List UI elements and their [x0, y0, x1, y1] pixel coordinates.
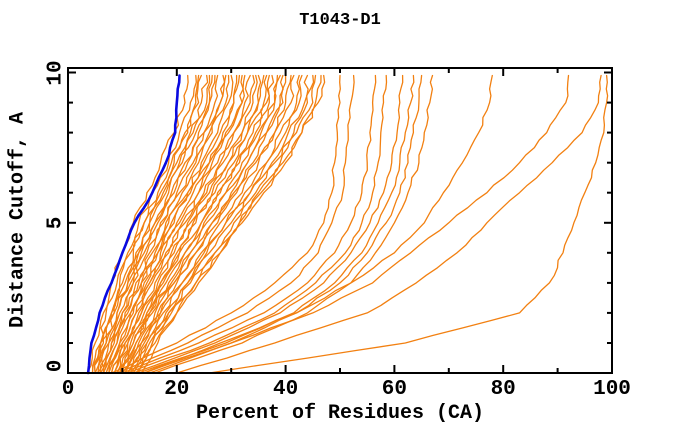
x-tick-label: 80: [490, 378, 516, 401]
model-curve: [97, 74, 226, 374]
model-curve: [127, 74, 295, 374]
model-curve: [102, 74, 238, 374]
axis-ticks: [67, 68, 613, 374]
model-curve: [208, 74, 609, 374]
model-curve: [140, 74, 326, 374]
chart-title: T1043-D1: [299, 11, 381, 30]
model-curves: [86, 74, 609, 374]
x-tick-label: 0: [61, 378, 75, 401]
model-curve: [132, 74, 404, 374]
y-tick-label: 5: [44, 216, 68, 230]
x-tick-label: 20: [164, 378, 190, 401]
model-curve: [132, 74, 309, 374]
model-curve: [138, 74, 415, 374]
model-curve: [119, 74, 275, 374]
y-tick-label: 10: [44, 59, 68, 86]
model-curve: [121, 74, 281, 374]
model-curve: [143, 74, 493, 374]
model-curve: [127, 74, 292, 374]
model-curve: [105, 74, 234, 374]
model-curve: [91, 74, 197, 374]
model-curve: [121, 74, 377, 374]
model-curve: [127, 74, 388, 374]
model-curve: [176, 74, 602, 374]
model-curve: [97, 74, 211, 374]
y-axis-label: Distance Cutoff, A: [6, 111, 30, 329]
x-tick-label: 60: [381, 378, 407, 401]
model-curve: [99, 74, 219, 374]
model-curve: [110, 74, 251, 374]
x-tick-label: 40: [272, 378, 299, 401]
model-curve: [116, 74, 265, 374]
x-axis-label: Percent of Residues (CA): [195, 402, 485, 425]
model-curve: [116, 74, 268, 374]
model-curve: [102, 74, 230, 374]
x-tick-label: 100: [593, 378, 631, 401]
model-curve: [108, 74, 244, 374]
y-tick-label: 0: [44, 359, 68, 373]
model-curve: [138, 74, 322, 374]
model-curve: [113, 74, 262, 374]
highlighted-model-curve: [86, 74, 181, 375]
model-curve: [143, 74, 423, 374]
model-curve: [116, 74, 355, 374]
model-curve: [110, 74, 341, 374]
model-curve: [148, 74, 570, 374]
